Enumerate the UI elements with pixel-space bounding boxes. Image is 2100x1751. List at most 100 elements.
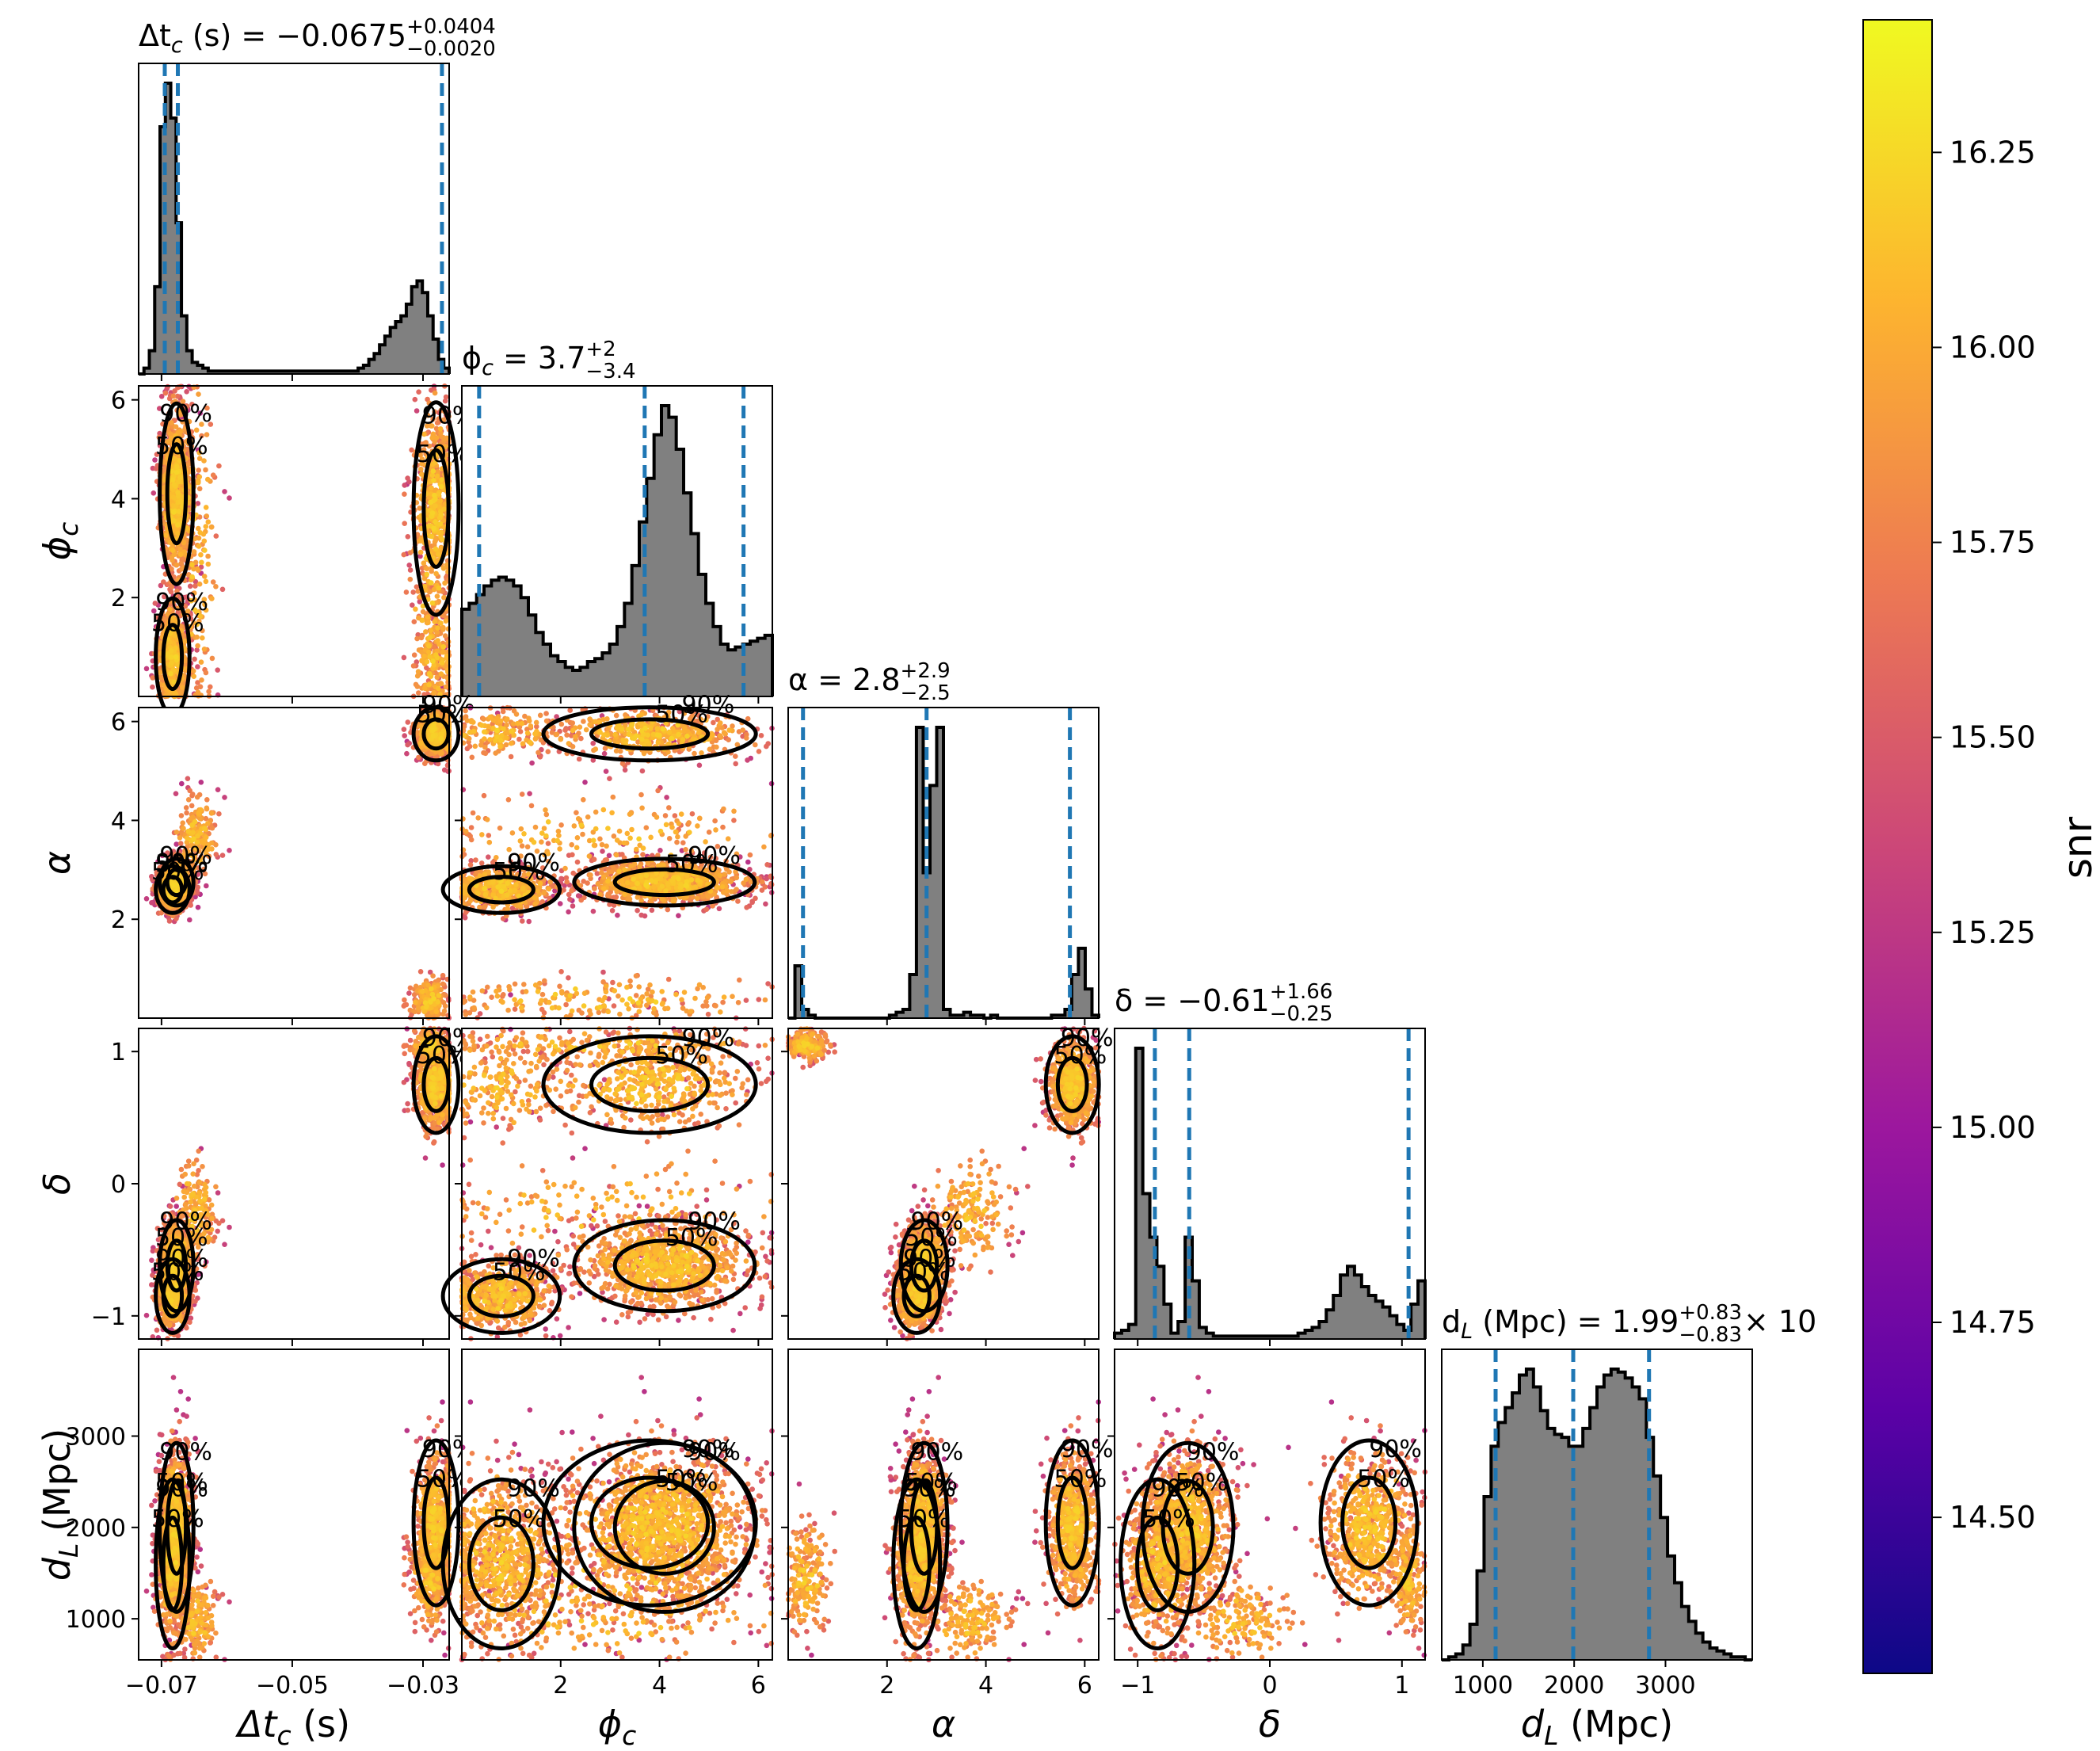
scatter-point	[417, 505, 422, 511]
scatter-point	[205, 554, 211, 559]
scatter-point	[195, 795, 200, 800]
scatter-point	[206, 519, 212, 525]
scatter-point	[206, 562, 212, 567]
scatter-point	[433, 571, 439, 577]
scatter-point	[406, 534, 411, 540]
scatter-point	[404, 751, 410, 757]
scatter-point	[402, 727, 407, 732]
scatter-point	[204, 883, 209, 889]
scatter-point	[204, 579, 209, 585]
scatter-point	[436, 686, 441, 692]
scatter-point	[150, 685, 155, 690]
hist-bar	[395, 322, 401, 374]
scatter-point	[186, 797, 192, 803]
scatter-point	[213, 584, 219, 589]
scatter-point	[204, 513, 210, 519]
scatter-point	[406, 719, 411, 725]
scatter-point	[416, 690, 421, 696]
scatter-point	[429, 435, 435, 441]
scatter-point	[195, 664, 200, 670]
scatter-point	[431, 525, 436, 531]
hist-bar	[499, 578, 507, 696]
hist-bar	[417, 281, 422, 374]
scatter-point	[431, 468, 436, 474]
scatter-point	[184, 811, 189, 816]
scatter-point	[432, 619, 437, 624]
scatter-point	[202, 547, 208, 553]
scatter-point	[416, 669, 421, 674]
hist-bar	[484, 586, 492, 696]
scatter-point	[206, 689, 212, 695]
scatter-point	[179, 781, 185, 787]
hist-bar	[573, 670, 581, 696]
scatter-point	[196, 391, 201, 397]
scatter-point	[169, 660, 174, 666]
scatter-point	[429, 534, 435, 540]
scatter-point	[410, 589, 416, 595]
scatter-point	[433, 391, 438, 396]
scatter-point	[435, 655, 440, 661]
scatter-point	[192, 549, 197, 555]
hist-bar	[661, 406, 669, 696]
scatter-point	[220, 587, 226, 593]
hist-bar	[669, 418, 676, 696]
scatter-point	[171, 509, 177, 515]
scatter-point	[402, 521, 407, 526]
scatter-point	[173, 791, 179, 796]
scatter-point	[432, 493, 437, 498]
scatter-point	[191, 673, 196, 679]
scatter-point	[197, 475, 203, 480]
y-tick-label: 6	[111, 387, 126, 415]
scatter-point	[173, 654, 179, 660]
scatter-point	[440, 660, 445, 666]
scatter-point	[215, 787, 221, 792]
scatter-point	[184, 389, 189, 395]
scatter-point	[440, 625, 446, 631]
scatter-point	[169, 654, 174, 660]
scatter-point	[203, 467, 208, 473]
scatter-point	[184, 805, 189, 811]
scatter-point	[214, 852, 219, 857]
scatter-point	[404, 589, 410, 595]
scatter-point	[171, 394, 177, 399]
hist-bar	[728, 650, 736, 696]
scatter-point	[179, 813, 185, 818]
scatter-point	[425, 659, 430, 665]
scatter-point	[151, 490, 157, 496]
scatter-point	[199, 659, 204, 665]
scatter-point	[431, 478, 436, 483]
scatter-point	[419, 635, 425, 641]
scatter-point	[167, 918, 173, 924]
scatter-point	[423, 629, 429, 635]
panel-phi-dt: 50%90%50%90%50%90%246	[111, 383, 475, 715]
scatter-point	[429, 628, 434, 634]
scatter-point	[413, 607, 418, 612]
scatter-point	[438, 512, 444, 517]
hist-bar	[491, 580, 499, 696]
hist-bar	[750, 641, 758, 696]
scatter-point	[211, 579, 216, 585]
scatter-point	[216, 811, 222, 817]
scatter-point	[428, 500, 433, 505]
scatter-point	[414, 408, 420, 414]
scatter-point	[197, 486, 203, 492]
hist-bar	[469, 604, 477, 696]
scatter-point	[405, 742, 410, 748]
scatter-point	[171, 518, 177, 524]
panel-alpha-dt: 50%90%50%90%50%90%246	[111, 691, 475, 1025]
scatter-point	[151, 675, 156, 681]
scatter-point	[181, 540, 187, 546]
scatter-point	[202, 574, 208, 579]
y-tick-label: 4	[111, 486, 126, 513]
scatter-point	[196, 905, 201, 910]
scatter-point	[196, 690, 201, 696]
scatter-point	[439, 477, 444, 483]
scatter-point	[211, 472, 216, 478]
scatter-point	[227, 495, 232, 501]
scatter-point	[415, 673, 421, 679]
scatter-point	[439, 484, 444, 490]
scatter-point	[426, 643, 432, 649]
hist-bar	[721, 644, 729, 696]
scatter-point	[214, 533, 219, 539]
scatter-point	[174, 563, 180, 568]
